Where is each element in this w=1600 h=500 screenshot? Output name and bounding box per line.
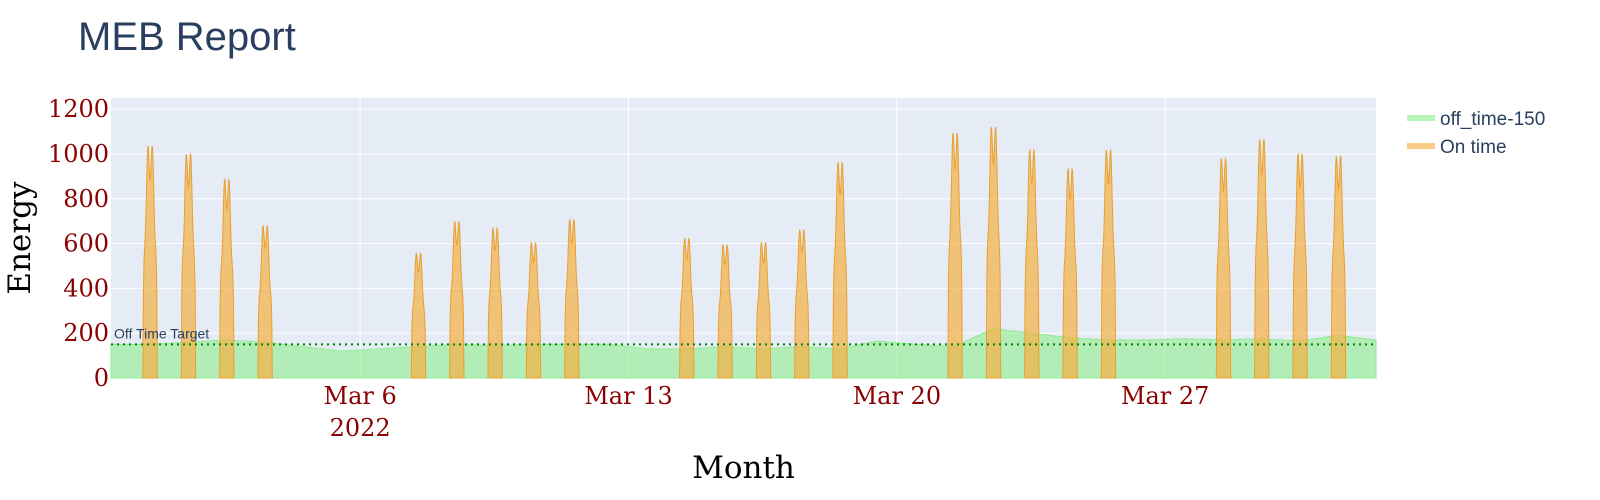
- on-time-area-day: [1100, 148, 1117, 379]
- x-tick-sublabel: 2022: [330, 414, 391, 442]
- legend-item-label[interactable]: off_time-150: [1440, 109, 1545, 130]
- on-time-area-day: [1024, 148, 1040, 379]
- x-tick-label: Mar 13: [584, 382, 673, 410]
- x-tick-label: Mar 6: [324, 382, 397, 410]
- on-time-area-day: [794, 228, 810, 379]
- reference-line-layer: Off Time Target: [111, 325, 1376, 346]
- x-tick-label: Mar 27: [1121, 382, 1210, 410]
- on-time-area-day: [1062, 167, 1078, 379]
- off-time-target-label: Off Time Target: [114, 325, 209, 341]
- on-time-area-day: [564, 218, 580, 379]
- on-time-area-day: [1254, 139, 1270, 379]
- on-time-area-day: [832, 160, 848, 379]
- on-time-area-day: [449, 220, 465, 379]
- on-time-area-day: [679, 237, 695, 379]
- tick-labels: 0 200 400 600 800 1000 1200 Mar 6 2022 Mar 13 Mar …: [48, 95, 1210, 442]
- y-tick-label: 400: [63, 274, 109, 302]
- y-tick-label: 1000: [48, 140, 109, 168]
- x-axis-title: Month: [692, 450, 795, 486]
- on-time-area-day: [487, 226, 503, 379]
- on-time-area-day: [142, 145, 158, 379]
- x-tick-label: Mar 20: [853, 382, 942, 410]
- y-tick-label: 0: [94, 364, 109, 392]
- on-time-area-day: [985, 126, 1002, 379]
- on-time-area-day: [180, 152, 197, 379]
- on-time-area-day: [219, 177, 235, 379]
- chart-title: MEB Report: [78, 15, 296, 59]
- on-time-area-day: [947, 133, 963, 379]
- legend[interactable]: off_time-150 On time: [1407, 109, 1545, 158]
- on-time-area-day: [1330, 154, 1347, 379]
- y-tick-label: 200: [63, 319, 109, 347]
- on-time-area-day: [1292, 152, 1308, 379]
- y-tick-label: 800: [63, 185, 109, 213]
- series-layer: [110, 126, 1377, 379]
- y-tick-label: 1200: [48, 95, 109, 123]
- legend-item-label[interactable]: On time: [1440, 137, 1507, 158]
- on-time-area-day: [717, 243, 733, 379]
- on-time-area-day: [410, 252, 427, 379]
- y-tick-label: 600: [63, 230, 109, 258]
- on-time-area-day: [257, 224, 273, 379]
- y-axis-title: Energy: [2, 181, 38, 295]
- on-time-area-day: [1215, 156, 1232, 379]
- gridlines: [111, 98, 1376, 378]
- plot-background: [111, 98, 1376, 378]
